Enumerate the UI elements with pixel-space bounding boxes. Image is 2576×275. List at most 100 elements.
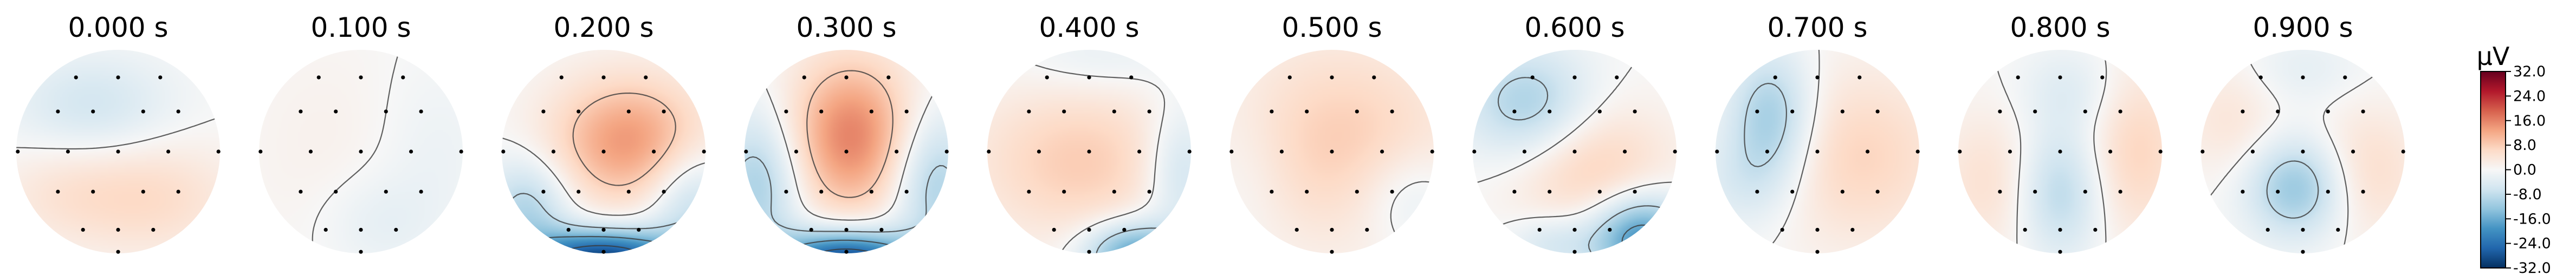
electrode-marker: [2241, 189, 2245, 194]
electrode-marker: [894, 149, 899, 154]
electrode-marker: [1915, 149, 1920, 154]
electrode-marker: [1597, 109, 1602, 114]
contour-lines: [1992, 50, 2107, 253]
time-label: 0.600 s: [1524, 12, 1624, 43]
electrode-marker: [1052, 227, 1056, 232]
topomap-panel: 0.900 s: [2200, 12, 2405, 254]
electrode-marker: [2361, 189, 2365, 194]
contour-line: [572, 92, 676, 186]
electrode-marker: [662, 109, 666, 114]
electrode-marker: [1390, 109, 1394, 114]
colorbar-tick-label: -8.0: [2513, 186, 2542, 203]
electrode-marker: [809, 227, 813, 232]
electrode-marker: [844, 227, 849, 232]
electrode-marker: [216, 149, 221, 154]
electrode-marker: [2361, 109, 2365, 114]
electrode-marker: [1112, 109, 1116, 114]
electrode-marker: [384, 109, 388, 114]
electrode-marker: [56, 189, 60, 194]
electrode-marker: [2276, 189, 2280, 194]
electrode-marker: [601, 250, 606, 254]
electrode-marker: [116, 75, 120, 80]
electrode-marker: [2108, 149, 2113, 154]
electrode-marker: [258, 149, 263, 154]
electrode-marker: [299, 189, 303, 194]
electrode-marker: [16, 149, 20, 154]
electrode-marker: [1380, 149, 1384, 154]
electrode-marker: [2016, 75, 2020, 80]
electrode-marker: [1840, 109, 1844, 114]
time-label: 0.700 s: [1767, 12, 1867, 43]
electrode-marker: [1279, 149, 1284, 154]
electrode-marker: [844, 149, 849, 154]
electrode-marker: [702, 149, 706, 154]
electrode-marker: [1270, 109, 1274, 114]
contour-lines: [1744, 50, 1820, 253]
electrode-marker: [359, 75, 363, 80]
electrode-marker: [2058, 75, 2062, 80]
electrode-marker: [844, 75, 849, 80]
electrode-marker: [81, 227, 85, 232]
electrode-marker: [2301, 250, 2305, 254]
electrode-marker: [559, 75, 564, 80]
time-label: 0.200 s: [553, 12, 653, 43]
colorbar-tick-label: 16.0: [2513, 113, 2546, 129]
electrode-marker: [1430, 149, 1434, 154]
electrode-marker: [987, 149, 991, 154]
electrode-marker: [1330, 149, 1334, 154]
electrode-marker: [1715, 149, 1719, 154]
electrode-marker: [1865, 149, 1870, 154]
colorbar-tick-label: 32.0: [2513, 63, 2546, 80]
electrode-marker: [334, 109, 338, 114]
topomap-panel: 0.700 s: [1715, 12, 1920, 254]
electrode-marker: [1087, 227, 1091, 232]
colorbar-tick-label: 24.0: [2513, 88, 2546, 104]
electrode-marker: [334, 189, 338, 194]
electrode-marker: [323, 227, 328, 232]
electrode-marker: [2276, 109, 2280, 114]
electrode-marker: [394, 227, 398, 232]
electrode-marker: [1755, 109, 1759, 114]
electrode-marker: [1608, 227, 1612, 232]
electrode-marker: [2200, 149, 2205, 154]
electrode-marker: [1305, 109, 1309, 114]
colorbar-tick-label: -24.0: [2513, 235, 2551, 252]
electrode-marker: [1773, 75, 1777, 80]
electrode-marker: [316, 75, 321, 80]
electrode-marker: [359, 250, 363, 254]
electrode-marker: [1472, 149, 1477, 154]
electrode-marker: [1112, 189, 1116, 194]
topomap-panel: 0.300 s: [744, 12, 949, 254]
electrode-marker: [904, 109, 909, 114]
electrode-marker: [577, 109, 581, 114]
contour-line: [806, 70, 894, 198]
topomap-panel: 0.200 s: [501, 12, 706, 254]
electrode-marker: [2158, 149, 2163, 154]
electrode-marker: [886, 75, 891, 80]
electrode-marker: [1137, 149, 1142, 154]
electrode-marker: [2258, 75, 2263, 80]
electrode-marker: [1372, 75, 1376, 80]
electrode-marker: [1087, 75, 1091, 80]
electrode-marker: [637, 227, 641, 232]
electrode-marker: [459, 149, 463, 154]
contour-line: [16, 114, 220, 150]
electrode-marker: [1330, 75, 1334, 80]
electrode-marker: [1572, 227, 1577, 232]
electrode-marker: [1958, 149, 1962, 154]
colorbar-unit-label: µV: [2477, 42, 2510, 71]
electrode-marker: [1815, 227, 1820, 232]
electrode-marker: [2058, 149, 2062, 154]
electrode-marker: [1062, 189, 1066, 194]
electrode-marker: [501, 149, 506, 154]
electrode-marker: [176, 189, 180, 194]
electrode-marker: [566, 227, 571, 232]
electrode-marker: [819, 189, 824, 194]
topomap-panel: 0.000 s: [16, 12, 221, 254]
time-label: 0.000 s: [68, 12, 168, 43]
electrode-marker: [2326, 189, 2330, 194]
electrode-marker: [2083, 189, 2087, 194]
electrode-marker: [1572, 149, 1577, 154]
electrode-marker: [1027, 109, 1031, 114]
electrode-marker: [644, 75, 648, 80]
